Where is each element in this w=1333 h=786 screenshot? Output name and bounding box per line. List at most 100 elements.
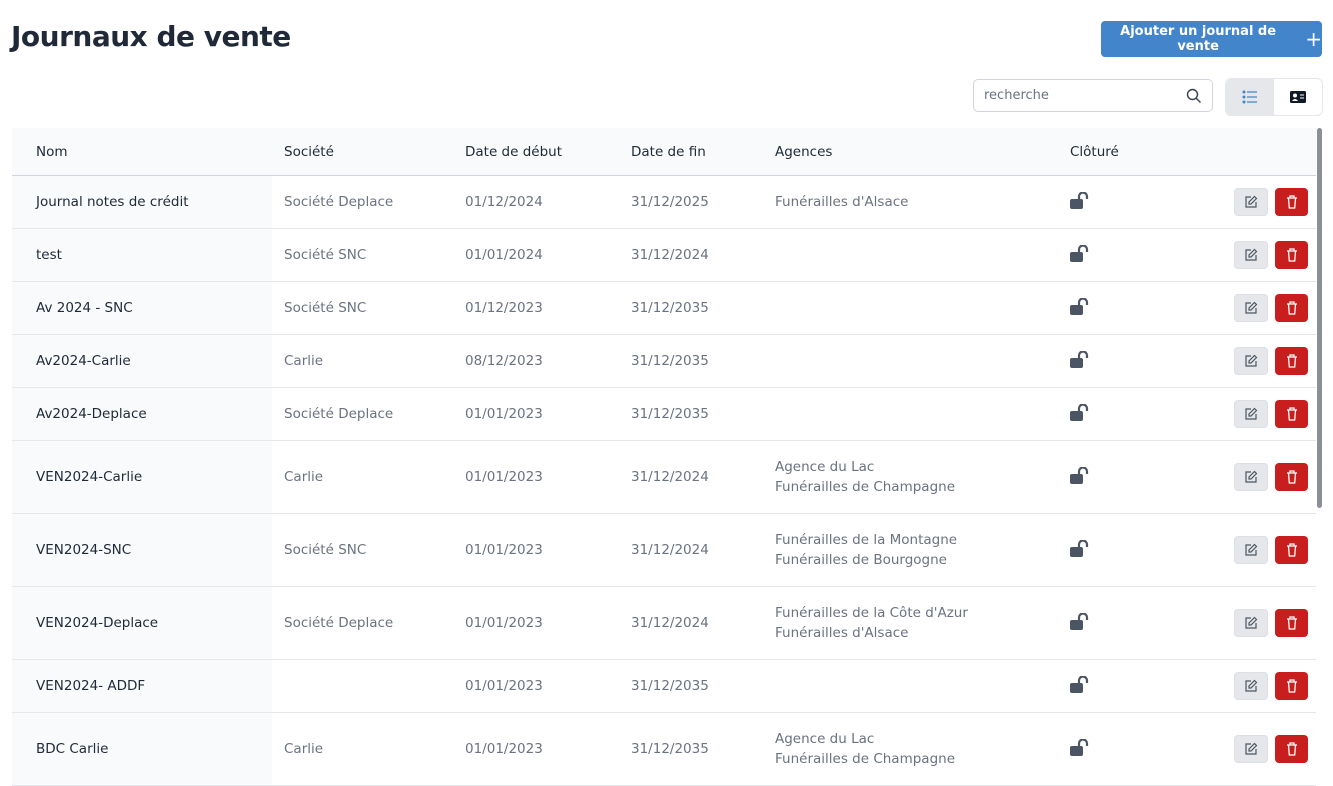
trash-icon	[1286, 470, 1297, 484]
edit-button[interactable]	[1234, 347, 1268, 375]
journals-table: Nom Société Date de début Date de fin Ag…	[12, 128, 1316, 786]
cell-nom: VEN2024-Deplace	[12, 587, 272, 659]
unlock-icon	[1070, 190, 1089, 209]
cell-cloture	[1070, 402, 1210, 425]
edit-button[interactable]	[1234, 400, 1268, 428]
delete-button[interactable]	[1275, 188, 1308, 216]
table-row[interactable]: Journal notes de crédit Société Deplace …	[12, 176, 1316, 229]
cell-agences: Agence du Lac Funérailles de Champagne	[775, 457, 1070, 497]
table-row[interactable]: VEN2024-SNC Société SNC 01/01/2023 31/12…	[12, 514, 1316, 587]
edit-button[interactable]	[1234, 735, 1268, 763]
cell-societe: Société Deplace	[284, 194, 394, 210]
trash-icon	[1286, 407, 1297, 421]
delete-button[interactable]	[1275, 294, 1308, 322]
edit-button[interactable]	[1234, 536, 1268, 564]
cell-date-fin: 31/12/2035	[631, 678, 709, 694]
edit-button[interactable]	[1234, 672, 1268, 700]
add-journal-button[interactable]: Ajouter un journal de vente +	[1101, 21, 1322, 57]
row-actions	[1210, 347, 1316, 375]
table-row[interactable]: test Société SNC 01/01/2024 31/12/2024	[12, 229, 1316, 282]
delete-button[interactable]	[1275, 536, 1308, 564]
cell-date-fin: 31/12/2025	[631, 194, 709, 210]
search-icon[interactable]	[1186, 88, 1202, 104]
cell-societe: Carlie	[284, 469, 324, 485]
column-header-cloture[interactable]: Clôturé	[1070, 143, 1119, 160]
trash-icon	[1286, 742, 1297, 756]
card-icon	[1290, 91, 1306, 103]
edit-icon	[1245, 407, 1258, 420]
cell-societe: Société SNC	[284, 300, 367, 316]
delete-button[interactable]	[1275, 400, 1308, 428]
unlock-icon	[1070, 611, 1089, 630]
edit-button[interactable]	[1234, 609, 1268, 637]
agence-item: Agence du Lac	[775, 459, 875, 475]
cell-agences: Funérailles de la Côte d'Azur Funérailles…	[775, 603, 1070, 643]
delete-button[interactable]	[1275, 241, 1308, 269]
edit-button[interactable]	[1234, 188, 1268, 216]
column-header-date-fin[interactable]: Date de fin	[631, 143, 706, 160]
list-icon	[1242, 90, 1257, 104]
cell-societe: Société SNC	[284, 247, 367, 263]
cell-date-fin: 31/12/2024	[631, 469, 709, 485]
edit-button[interactable]	[1234, 241, 1268, 269]
unlock-icon	[1070, 674, 1089, 693]
delete-button[interactable]	[1275, 347, 1308, 375]
table-row[interactable]: VEN2024- ADDF 01/01/2023 31/12/2035	[12, 660, 1316, 713]
delete-button[interactable]	[1275, 735, 1308, 763]
edit-icon	[1245, 616, 1258, 629]
cell-cloture	[1070, 465, 1210, 488]
table-row[interactable]: Av2024-Deplace Société Deplace 01/01/202…	[12, 388, 1316, 441]
cell-societe: Société SNC	[284, 542, 367, 558]
delete-button[interactable]	[1275, 672, 1308, 700]
search-box	[973, 79, 1213, 112]
edit-button[interactable]	[1234, 463, 1268, 491]
trash-icon	[1286, 195, 1297, 209]
cell-date-fin: 31/12/2035	[631, 353, 709, 369]
add-button-label: Ajouter un journal de vente	[1120, 24, 1277, 54]
edit-icon	[1245, 354, 1258, 367]
cell-nom: Av2024-Deplace	[12, 388, 272, 440]
cell-cloture	[1070, 243, 1210, 266]
list-view-button[interactable]	[1226, 79, 1274, 115]
cell-nom: BDC Carlie	[12, 713, 272, 785]
cell-societe: Société Deplace	[284, 615, 394, 631]
column-header-nom[interactable]: Nom	[36, 143, 68, 160]
edit-button[interactable]	[1234, 294, 1268, 322]
row-actions	[1210, 735, 1316, 763]
agence-item: Funérailles de la Montagne	[775, 532, 958, 548]
column-header-societe[interactable]: Société	[284, 143, 334, 160]
table-row[interactable]: VEN2024-Carlie Carlie 01/01/2023 31/12/2…	[12, 441, 1316, 514]
edit-icon	[1245, 679, 1258, 692]
trash-icon	[1286, 301, 1297, 315]
cell-date-debut: 08/12/2023	[465, 353, 543, 369]
column-header-date-debut[interactable]: Date de début	[465, 143, 563, 160]
table-row[interactable]: Av2024-Carlie Carlie 08/12/2023 31/12/20…	[12, 335, 1316, 388]
plus-icon: +	[1305, 27, 1322, 51]
cell-date-debut: 01/01/2023	[465, 615, 543, 631]
cell-cloture	[1070, 674, 1210, 697]
trash-icon	[1286, 354, 1297, 368]
cell-nom: Journal notes de crédit	[12, 176, 272, 228]
card-view-button[interactable]	[1274, 79, 1322, 115]
row-actions	[1210, 672, 1316, 700]
table-row[interactable]: VEN2024-Deplace Société Deplace 01/01/20…	[12, 587, 1316, 660]
search-input[interactable]	[984, 88, 1186, 103]
cell-societe: Carlie	[284, 741, 324, 757]
view-toggle	[1225, 78, 1323, 116]
cell-cloture	[1070, 737, 1210, 760]
cell-date-debut: 01/12/2024	[465, 194, 543, 210]
table-row[interactable]: Av 2024 - SNC Société SNC 01/12/2023 31/…	[12, 282, 1316, 335]
delete-button[interactable]	[1275, 609, 1308, 637]
delete-button[interactable]	[1275, 463, 1308, 491]
column-header-agences[interactable]: Agences	[775, 143, 833, 160]
unlock-icon	[1070, 465, 1089, 484]
unlock-icon	[1070, 402, 1089, 421]
cell-date-fin: 31/12/2035	[631, 300, 709, 316]
cell-date-fin: 31/12/2024	[631, 247, 709, 263]
cell-date-fin: 31/12/2035	[631, 741, 709, 757]
cell-cloture	[1070, 190, 1210, 213]
table-row[interactable]: BDC Carlie Carlie 01/01/2023 31/12/2035 …	[12, 713, 1316, 786]
cell-cloture	[1070, 538, 1210, 561]
scrollbar[interactable]	[1317, 128, 1322, 508]
trash-icon	[1286, 543, 1297, 557]
